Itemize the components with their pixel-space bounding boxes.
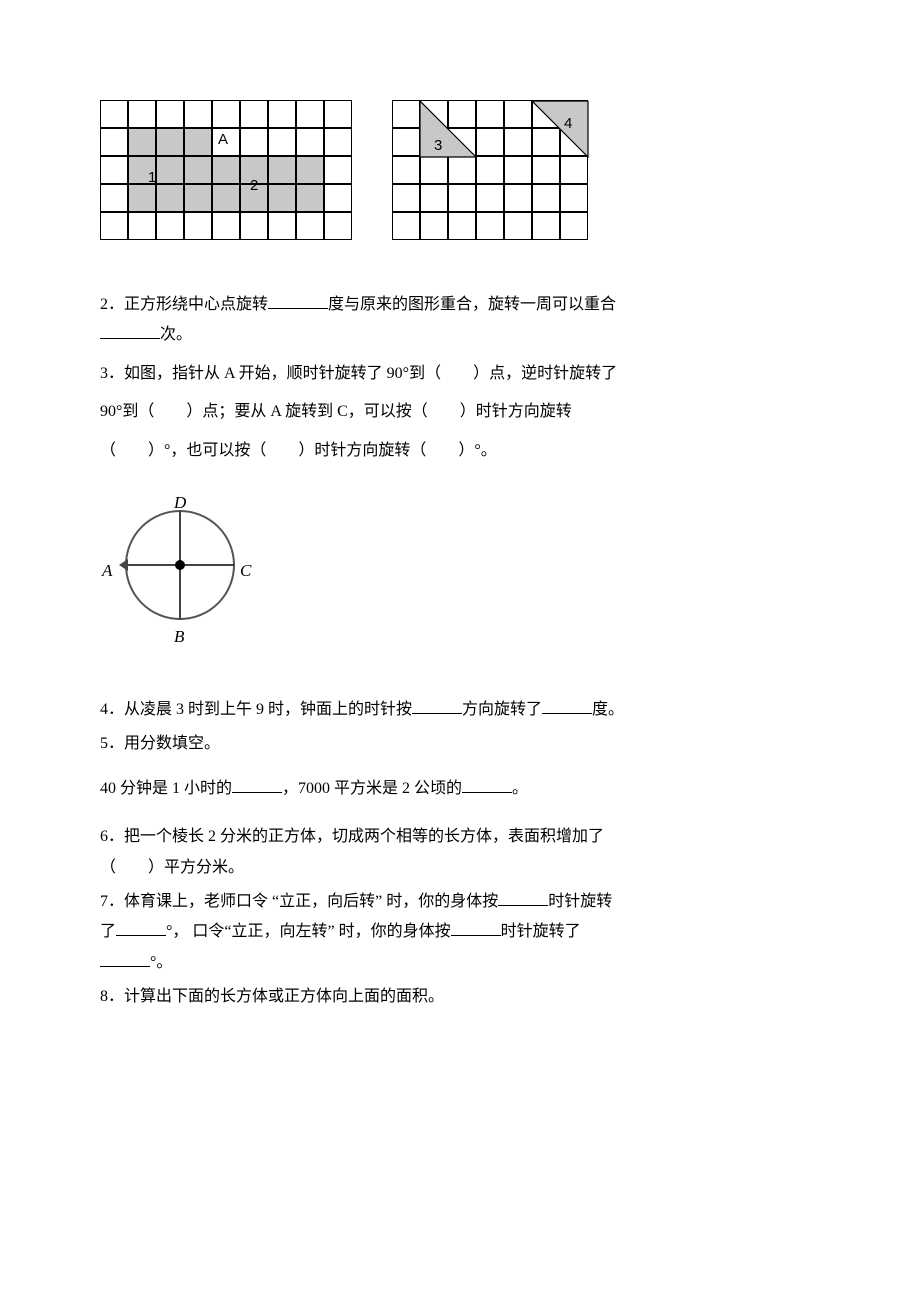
q4-prefix: 4．从凌晨 3 时到上午 9 时，钟面上的时针按	[100, 701, 412, 718]
q7-e: 时针旋转了	[501, 923, 581, 940]
q7-b: 时针旋转	[548, 893, 612, 910]
q4-blank-2	[542, 698, 592, 714]
label-1: 1	[148, 164, 156, 193]
q5-title: 5．用分数填空。	[100, 735, 220, 752]
q7-a: 7．体育课上，老师口令 “立正，向后转” 时，你的身体按	[100, 893, 498, 910]
q6-l2: （ ）平方分米。	[100, 859, 244, 876]
question-6: 6．把一个棱长 2 分米的正方体，切成两个相等的长方体，表面积增加了 （ ）平方…	[100, 822, 820, 883]
q4-blank-1	[412, 698, 462, 714]
triangle-3	[420, 101, 477, 158]
q5-l1b: ，7000 平方米是 2 公顷的	[282, 780, 462, 797]
label-3: 3	[434, 132, 442, 161]
q4-mid: 方向旋转了	[462, 701, 542, 718]
q2-suffix: 次。	[160, 326, 192, 343]
q2-prefix: 2．正方形绕中心点旋转	[100, 296, 268, 313]
question-8: 8．计算出下面的长方体或正方体向上面的面积。	[100, 982, 820, 1012]
label-D: D	[174, 487, 186, 519]
label-C: C	[240, 555, 251, 587]
figure-1: A 1 2	[100, 100, 352, 240]
q4-suffix: 度。	[592, 701, 624, 718]
question-2: 2．正方形绕中心点旋转 度与原来的图形重合，旋转一周可以重合 次。	[100, 290, 820, 351]
question-3: 3．如图，指针从 A 开始，顺时针旋转了 90°到（ ）点，逆时针旋转了 90°…	[100, 355, 820, 470]
label-A-circle: A	[102, 555, 112, 587]
question-5: 5．用分数填空。	[100, 729, 820, 759]
figure-2: 3 4	[392, 100, 588, 240]
q2-blank-2	[100, 323, 160, 339]
label-B: B	[174, 621, 184, 653]
q8-text: 8．计算出下面的长方体或正方体向上面的面积。	[100, 988, 444, 1005]
arrow-left-icon	[119, 559, 128, 571]
circle-diagram: D A C B	[100, 495, 260, 655]
grid-1	[100, 100, 352, 240]
q7-blank-1	[498, 890, 548, 906]
q5-l1a: 40 分钟是 1 小时的	[100, 780, 232, 797]
q7-f: °。	[150, 954, 172, 971]
q5-blank-2	[462, 777, 512, 793]
q3-line1: 3．如图，指针从 A 开始，顺时针旋转了 90°到（ ）点，逆时针旋转了	[100, 365, 617, 382]
figures-row: A 1 2 3 4	[100, 100, 820, 240]
q6-l1: 6．把一个棱长 2 分米的正方体，切成两个相等的长方体，表面积增加了	[100, 828, 604, 845]
q7-c: 了	[100, 923, 116, 940]
question-7: 7．体育课上，老师口令 “立正，向后转” 时，你的身体按 时针旋转 了 °， 口令“…	[100, 887, 820, 978]
question-5-body: 40 分钟是 1 小时的 ，7000 平方米是 2 公顷的 。	[100, 774, 820, 804]
q7-blank-2	[116, 920, 166, 936]
triangle-4	[532, 101, 589, 158]
q3-line3: （ ）°，也可以按（ ）时针方向旋转（ ）°。	[100, 442, 497, 459]
q2-mid: 度与原来的图形重合，旋转一周可以重合	[328, 296, 616, 313]
center-dot	[175, 560, 185, 570]
q5-blank-1	[232, 777, 282, 793]
q3-line2: 90°到（ ）点；要从 A 旋转到 C，可以按（ ）时针方向旋转	[100, 403, 572, 420]
label-A: A	[218, 126, 228, 155]
label-4: 4	[564, 110, 572, 139]
q7-d: °， 口令“立正，向左转” 时，你的身体按	[166, 923, 451, 940]
label-2: 2	[250, 172, 258, 201]
q2-blank-1	[268, 293, 328, 309]
q7-blank-3	[451, 920, 501, 936]
q5-l1c: 。	[512, 780, 528, 797]
q7-blank-4	[100, 951, 150, 967]
question-4: 4．从凌晨 3 时到上午 9 时，钟面上的时针按 方向旋转了 度。	[100, 695, 820, 725]
